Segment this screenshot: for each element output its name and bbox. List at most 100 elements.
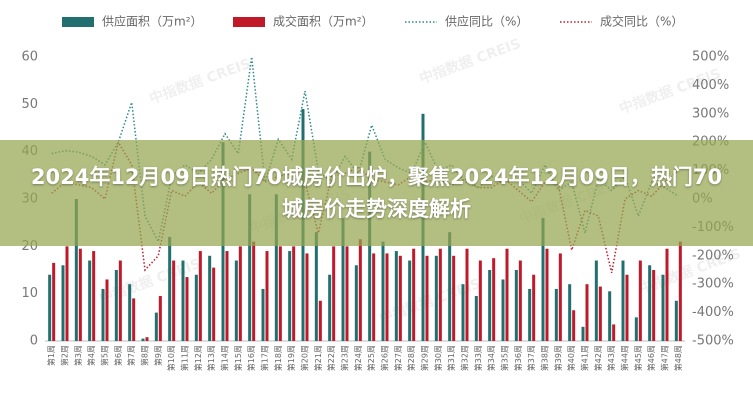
bar — [408, 260, 412, 341]
bar — [532, 274, 536, 341]
bar — [625, 274, 629, 341]
bar — [168, 236, 172, 341]
x-tick-label: 第44周 — [620, 345, 630, 371]
bar — [61, 265, 65, 341]
bar — [572, 310, 576, 341]
bar — [665, 248, 669, 341]
x-tick-label: 第45周 — [633, 345, 643, 371]
bar — [198, 251, 202, 341]
x-tick-label: 第17周 — [260, 345, 270, 371]
bar — [105, 279, 109, 341]
headline-banner: 2024年12月09日热门70城房价出炉，聚焦2024年12月09日，热门70城… — [0, 140, 753, 246]
bar — [461, 284, 465, 341]
x-tick-label: 第47周 — [660, 345, 670, 371]
bar — [238, 246, 242, 341]
x-tick-label: 第27周 — [393, 345, 403, 371]
bar — [678, 241, 682, 341]
bar — [514, 270, 518, 341]
bar — [368, 151, 372, 341]
bar — [345, 246, 349, 341]
legend-swatch — [233, 17, 265, 27]
bar — [101, 288, 105, 341]
bar — [394, 251, 398, 341]
legend-label: 供应面积（万m²） — [102, 14, 203, 29]
bar — [145, 337, 149, 341]
bar — [608, 291, 612, 341]
bar — [612, 324, 616, 341]
bar — [652, 270, 656, 341]
y-tick-label: 60 — [21, 50, 38, 65]
bar — [52, 262, 56, 341]
bar — [412, 248, 416, 341]
bar — [505, 248, 509, 341]
bar — [568, 284, 572, 341]
x-tick-label: 第2周 — [60, 345, 70, 366]
bar — [194, 274, 198, 341]
bar — [341, 217, 345, 341]
x-tick-label: 第28周 — [406, 345, 416, 371]
bar — [128, 284, 132, 341]
bar — [398, 255, 402, 341]
bar — [248, 194, 252, 341]
bar — [328, 274, 332, 341]
x-tick-label: 第8周 — [140, 345, 150, 366]
bar — [74, 199, 78, 341]
watermark: 中指数据 CREIS — [417, 35, 523, 88]
y2-tick-label: -400% — [692, 305, 734, 320]
legend-label: 成交同比（%） — [600, 14, 683, 29]
bar — [598, 286, 602, 341]
bar — [492, 258, 496, 341]
x-tick-label: 第11周 — [180, 345, 190, 371]
bar — [554, 288, 558, 341]
y-tick-label: 50 — [21, 97, 38, 112]
y2-tick-label: 400% — [692, 78, 729, 93]
x-tick-label: 第12周 — [193, 345, 203, 371]
bar — [448, 232, 452, 341]
x-tick-label: 第9周 — [153, 345, 163, 366]
bar — [358, 239, 362, 341]
bar — [185, 277, 189, 341]
x-tick-label: 第32周 — [460, 345, 470, 371]
bar — [118, 260, 122, 341]
bar — [372, 253, 376, 341]
bar — [518, 260, 522, 341]
x-tick-label: 第14周 — [220, 345, 230, 371]
bar — [158, 296, 162, 341]
x-tick-label: 第6周 — [113, 345, 123, 366]
bar — [661, 274, 665, 341]
bar — [478, 260, 482, 341]
y2-tick-label: -200% — [692, 248, 734, 263]
y2-tick-label: 300% — [692, 106, 729, 121]
bar — [425, 255, 429, 341]
bar — [88, 260, 92, 341]
x-tick-label: 第31周 — [446, 345, 456, 371]
bar — [558, 253, 562, 341]
bar — [208, 255, 212, 341]
x-tick-label: 第1周 — [46, 345, 56, 366]
bar — [212, 267, 216, 341]
x-tick-label: 第23周 — [340, 345, 350, 371]
bar — [354, 265, 358, 341]
bar — [141, 338, 145, 341]
x-tick-label: 第48周 — [673, 345, 683, 371]
bar — [234, 260, 238, 341]
x-tick-label: 第3周 — [73, 345, 83, 366]
bar — [474, 296, 478, 341]
x-tick-label: 第40周 — [566, 345, 576, 371]
x-tick-label: 第18周 — [273, 345, 283, 371]
bar — [545, 248, 549, 341]
bar — [92, 251, 96, 341]
bar — [278, 246, 282, 341]
bar — [581, 326, 585, 341]
bar — [674, 300, 678, 341]
bar — [634, 317, 638, 341]
x-tick-label: 第34周 — [486, 345, 496, 371]
x-tick-label: 第41周 — [580, 345, 590, 371]
bar — [181, 260, 185, 341]
bar — [48, 274, 52, 341]
bar — [465, 248, 469, 341]
bar — [585, 284, 589, 341]
bar — [501, 279, 505, 341]
bar — [385, 253, 389, 341]
bar — [154, 312, 158, 341]
